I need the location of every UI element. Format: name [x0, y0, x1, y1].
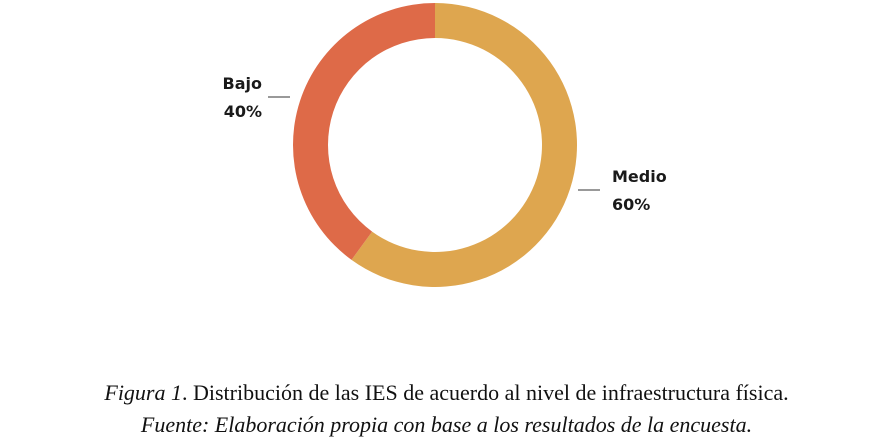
- donut-slice-bajo: [293, 3, 435, 260]
- slice-labels: Medio 60% Bajo 40%: [223, 74, 667, 214]
- slice-value-bajo: 40%: [224, 102, 262, 121]
- donut-slices: [293, 3, 578, 288]
- figure-label: Figura 1: [104, 380, 182, 405]
- figure-caption-text: . Distribución de las IES de acuerdo al …: [182, 380, 789, 405]
- slice-value-medio: 60%: [612, 195, 650, 214]
- slice-label-bajo: Bajo: [223, 74, 262, 93]
- figure-source: Fuente: Elaboración propia con base a lo…: [140, 412, 753, 437]
- donut-slice-medio: [351, 3, 578, 288]
- donut-chart: Medio 60% Bajo 40%: [223, 3, 667, 288]
- figure-caption: Figura 1. Distribución de las IES de acu…: [0, 380, 893, 406]
- slice-label-medio: Medio: [612, 167, 667, 186]
